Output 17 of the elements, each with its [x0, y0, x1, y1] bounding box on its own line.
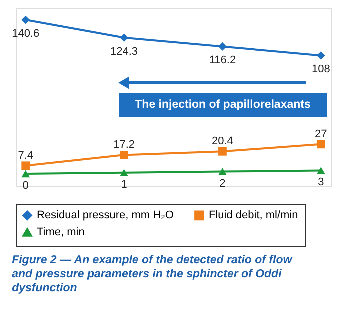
- data-label: 108: [312, 64, 330, 76]
- legend-label: Residual pressure, mm H₂O: [37, 210, 174, 222]
- data-label: 124.3: [110, 46, 138, 58]
- caption: Figure 2 — An example of the detected ratio of flow and pressure parameters in the sphincter of Oddi dysfunction: [12, 254, 294, 294]
- data-label: 1: [121, 178, 128, 191]
- data-label: 116.2: [209, 54, 236, 67]
- data-label: 27: [315, 128, 328, 140]
- legend-label: Time, min: [37, 226, 85, 238]
- data-label: 140.6: [12, 28, 40, 40]
- data-label: 0: [22, 180, 29, 192]
- legend-label: Fluid debit, ml/min: [209, 210, 298, 222]
- data-label: 20.4: [212, 136, 234, 148]
- data-label: 3: [318, 176, 324, 189]
- data-label: 2: [220, 178, 226, 190]
- data-label: 17.2: [114, 139, 135, 152]
- data-label: 7.4: [18, 150, 34, 162]
- annotation: The injection of papillorelaxants: [135, 99, 311, 111]
